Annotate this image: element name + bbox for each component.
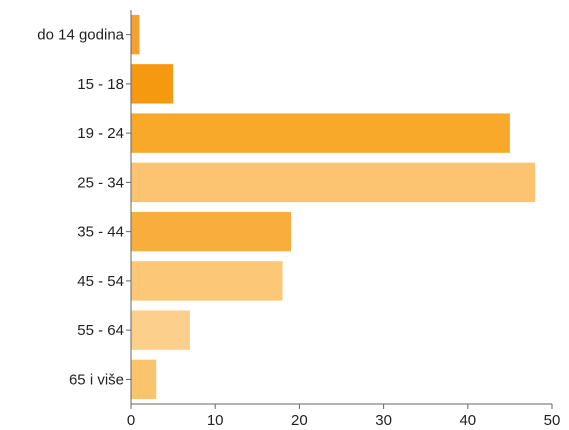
bar-1 [131,64,174,104]
category-label: do 14 godina [37,27,124,44]
x-tick-label: 20 [291,412,308,429]
bar-6 [131,310,190,350]
category-label: 55 - 64 [77,322,124,339]
bar-7 [131,359,157,400]
bar-5 [131,261,283,301]
category-label: 45 - 54 [77,273,124,290]
x-tick-label: 30 [375,412,392,429]
category-label: 15 - 18 [77,76,124,93]
x-ticks-group: 0 10 20 30 40 50 [127,404,561,429]
bar-3 [131,162,536,203]
x-tick-label: 10 [207,412,224,429]
y-tick-marks-group [126,34,131,380]
category-label: 65 i više [69,371,124,388]
bars-group [131,14,536,400]
x-tick-label: 0 [127,412,135,429]
x-tick-label: 40 [459,412,476,429]
x-tick-label: 50 [544,412,561,429]
category-labels-group: do 14 godina 15 - 18 19 - 24 25 - 34 35 - 44… [37,27,124,389]
category-label: 25 - 34 [77,174,124,191]
bar-0 [131,14,140,55]
category-label: 19 - 24 [77,125,124,142]
bar-2 [131,113,510,153]
category-label: 35 - 44 [77,224,124,241]
bar-4 [131,211,291,252]
